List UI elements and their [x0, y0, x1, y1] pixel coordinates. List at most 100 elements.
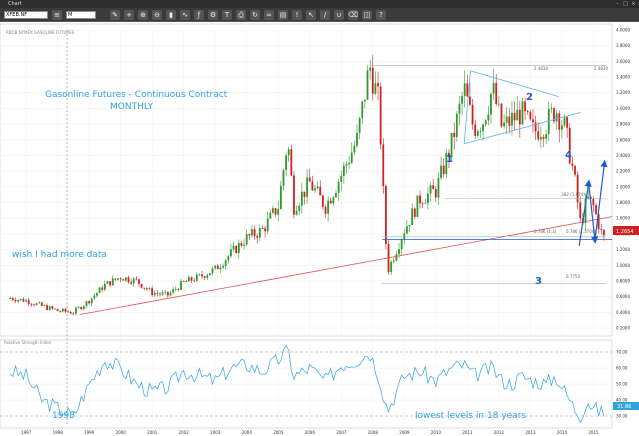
wave-label-4: 4: [565, 150, 572, 161]
cursor-icon[interactable]: ↖: [306, 10, 316, 20]
price-bar-body: [258, 228, 261, 238]
price-bar-body: [216, 265, 219, 270]
price-bar-body: [413, 208, 416, 217]
price-bar-body: [526, 111, 529, 112]
time-tick-label: 2005: [273, 430, 284, 435]
price-bar-body: [350, 152, 353, 163]
symbol-input[interactable]: XFEB.NF: [4, 11, 48, 19]
price-bar-body: [516, 109, 519, 121]
link-icon[interactable]: ∞: [264, 10, 274, 20]
indicator-icon[interactable]: ƒ: [194, 10, 204, 20]
price-bar-body: [69, 312, 72, 314]
timeframe-select[interactable]: M: [66, 11, 96, 19]
maximize-icon[interactable]: □: [623, 1, 628, 7]
time-tick-label: 2013: [525, 430, 536, 435]
triangle-upper-line: [470, 70, 559, 98]
price-bar-body: [64, 308, 67, 312]
layers-icon[interactable]: ◫: [362, 10, 372, 20]
price-bar-body: [324, 206, 327, 214]
price-bar-body: [138, 279, 140, 284]
price-bar-body: [174, 289, 177, 290]
time-tick-label: 2000: [116, 430, 127, 435]
price-bar-body: [566, 117, 569, 128]
rsi-tick-label: 40.00: [616, 398, 628, 403]
pencil-icon[interactable]: /: [320, 10, 330, 20]
price-bar-body: [156, 293, 159, 294]
price-bar-body: [497, 103, 500, 105]
price-bar-body: [437, 177, 440, 198]
title-annotation-line1: Gasonline Futures - Continuous Contract: [45, 90, 228, 100]
price-tick-label: 3.2000: [616, 90, 630, 95]
chart-area[interactable]: 4.0000 3.8000 3.6000 3.4000 3.2000 3.0000 2.80…: [0, 22, 639, 436]
price-bar-body: [222, 265, 224, 268]
price-bar-body: [72, 313, 75, 315]
settings-icon[interactable]: ⚙: [208, 10, 218, 20]
price-bar-body: [553, 108, 555, 122]
price-bar-body: [224, 260, 227, 266]
price-bar-body: [235, 245, 238, 254]
price-bar-body: [209, 273, 211, 276]
close-icon[interactable]: ×: [631, 1, 636, 7]
help-icon[interactable]: ?: [376, 10, 386, 20]
magnet-icon[interactable]: ∪: [334, 10, 344, 20]
price-tick-label: 2.8000: [616, 122, 630, 127]
price-bar-body: [584, 198, 587, 224]
price-bar-body: [511, 112, 513, 126]
draw-tool-icon[interactable]: ✎: [110, 10, 120, 20]
price-bar-body: [602, 229, 605, 236]
chart-svg[interactable]: 4.0000 3.8000 3.6000 3.4000 3.2000 3.0000 2.80…: [0, 22, 639, 436]
chart-header-text: RBOB NYMEX GASOLINE FUTURES: [6, 30, 75, 35]
price-bar-body: [377, 83, 379, 87]
price-bar-body: [145, 288, 148, 290]
price-bar-body: [321, 195, 324, 207]
print-icon[interactable]: ⎙: [236, 10, 246, 20]
price-bar-body: [177, 289, 180, 290]
price-bar-body: [132, 278, 135, 284]
price-tick-label: 4.0000: [616, 28, 630, 33]
long-term-trendline: [79, 216, 613, 316]
price-bar-body: [547, 108, 550, 135]
price-bar-body: [358, 118, 361, 133]
price-bar-body: [487, 114, 490, 121]
price-bar-body: [77, 306, 80, 308]
price-bar-body: [558, 113, 561, 130]
price-bar-body: [143, 287, 146, 289]
price-bar-body: [248, 234, 251, 236]
price-bar-body: [96, 292, 98, 296]
symbol-list-icon[interactable]: ≡: [52, 10, 62, 20]
price-bar-body: [59, 311, 62, 312]
text-tool-icon[interactable]: T: [222, 10, 232, 20]
minimize-icon[interactable]: –: [616, 1, 619, 7]
fib-level-bottom: 0.7750: [566, 274, 580, 279]
price-bar-body: [140, 283, 143, 288]
price-tick-label: 0.8000: [616, 278, 630, 283]
time-tick-label: 2012: [494, 430, 505, 435]
zoom-out-icon[interactable]: ⊖: [152, 10, 162, 20]
alert-icon[interactable]: !: [292, 10, 302, 20]
price-bar-body: [395, 254, 398, 261]
crosshair-icon[interactable]: +: [124, 10, 134, 20]
line-chart-icon[interactable]: ∿: [180, 10, 190, 20]
price-bar-body: [172, 289, 175, 293]
zoom-in-icon[interactable]: ⊕: [138, 10, 148, 20]
price-bar-body: [169, 292, 172, 296]
price-bar-body: [476, 131, 479, 136]
price-bar-body: [114, 278, 117, 280]
price-bar-body: [579, 202, 582, 219]
refresh-icon[interactable]: ↻: [250, 10, 260, 20]
template-icon[interactable]: ▤: [278, 10, 288, 20]
price-bar-body: [329, 200, 332, 204]
rsi-current-badge: [613, 402, 639, 410]
wave-arrow-up: [578, 179, 592, 246]
price-bar-body: [214, 265, 217, 269]
price-bar-body: [469, 96, 471, 105]
price-bar-body: [256, 236, 259, 238]
bar-chart-icon[interactable]: ▮: [166, 10, 176, 20]
price-bar-body: [243, 244, 245, 246]
price-bar-body: [342, 165, 345, 176]
price-bar-body: [130, 282, 133, 284]
window-title: Chart: [8, 1, 22, 7]
price-bar-body: [379, 86, 382, 145]
price-bar-body: [453, 132, 456, 137]
eraser-icon[interactable]: ⌫: [348, 10, 358, 20]
